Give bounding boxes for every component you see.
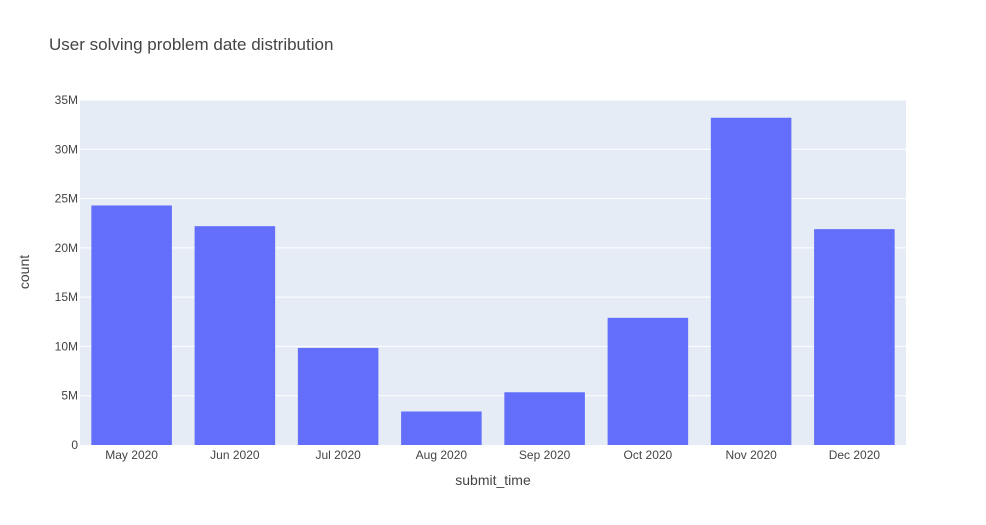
bar-2020-11[interactable] <box>710 117 792 445</box>
bar-2020-05[interactable] <box>91 205 172 445</box>
bar-2020-12[interactable] <box>814 229 895 445</box>
bar-2020-09[interactable] <box>504 392 585 445</box>
y-tick-label: 35M <box>55 93 78 107</box>
y-tick-label: 10M <box>55 339 78 353</box>
x-tick-label: May 2020 <box>105 448 158 462</box>
bars <box>91 117 895 445</box>
y-axis-ticks: 0 5M 10M 15M 20M 25M 30M 35M <box>55 93 79 452</box>
y-tick-label: 25M <box>55 192 78 206</box>
bar-2020-06[interactable] <box>194 226 276 445</box>
bar-2020-07[interactable] <box>297 347 379 445</box>
y-axis-label: count <box>16 255 32 289</box>
chart-title: User solving problem date distribution <box>49 35 333 54</box>
x-axis-ticks: May 2020 Jun 2020 Jul 2020 Aug 2020 Sep 2020… <box>105 448 880 462</box>
x-tick-label: Aug 2020 <box>416 448 468 462</box>
y-tick-label: 0 <box>71 438 78 452</box>
y-tick-label: 15M <box>55 290 78 304</box>
x-tick-label: Jun 2020 <box>210 448 260 462</box>
x-tick-label: Sep 2020 <box>519 448 571 462</box>
y-tick-label: 20M <box>55 241 78 255</box>
bar-2020-08[interactable] <box>401 411 482 445</box>
x-tick-label: Oct 2020 <box>624 448 673 462</box>
x-tick-label: Nov 2020 <box>725 448 777 462</box>
x-tick-label: Jul 2020 <box>315 448 361 462</box>
bar-2020-10[interactable] <box>607 317 689 445</box>
x-tick-label: Dec 2020 <box>829 448 881 462</box>
y-tick-label: 30M <box>55 142 78 156</box>
y-tick-label: 5M <box>61 389 78 403</box>
x-axis-label: submit_time <box>455 472 531 488</box>
